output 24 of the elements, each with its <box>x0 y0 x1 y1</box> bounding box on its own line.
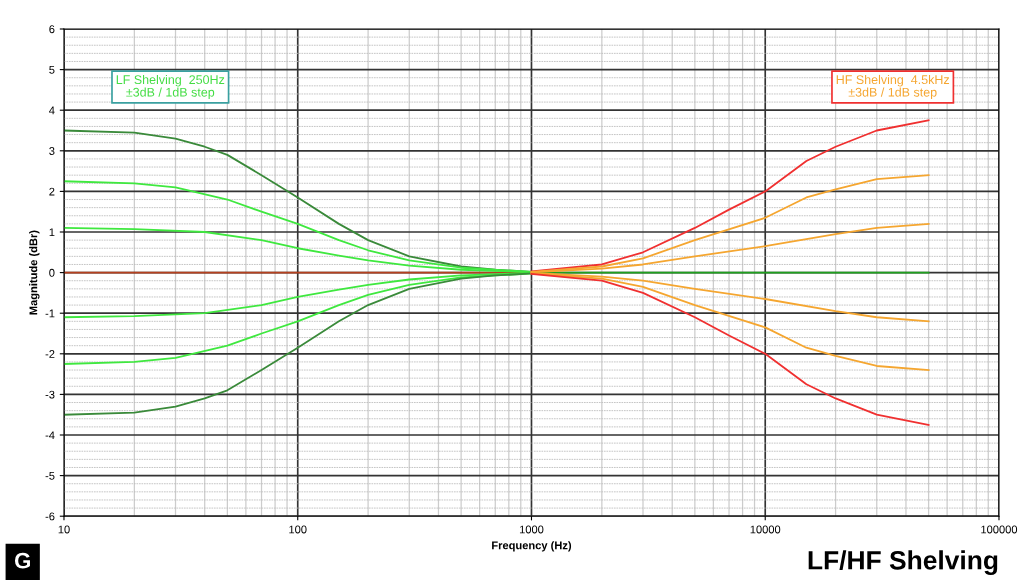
y-tick-label: -6 <box>45 512 55 521</box>
text: LF/HF Shelving <box>808 550 998 575</box>
y-tick-label: -5 <box>45 471 55 480</box>
y-tick-label: 3 <box>49 147 55 155</box>
x-tick-label: 1000 <box>519 525 544 534</box>
y-tick-label: -1 <box>45 309 55 318</box>
text: G <box>14 552 30 569</box>
x-tick-label: 10000 <box>750 525 781 534</box>
annotation: LF Shelving 250Hz ±3dB / 1dB step <box>116 74 225 100</box>
y-tick-label: -2 <box>45 350 55 358</box>
y-tick-label: 5 <box>49 65 55 74</box>
y-tick-label: 4 <box>49 106 55 115</box>
annotation: HF Shelving 4.5kHz ±3dB / 1dB step <box>836 74 950 100</box>
x-tick-label: 100000 <box>981 525 1018 534</box>
y-tick-label: -4 <box>45 431 55 440</box>
y-tick-label: 2 <box>49 187 55 196</box>
y-tick-label: -3 <box>45 390 55 399</box>
y-tick-label: 1 <box>49 228 55 237</box>
y-axis-title: Magnitude (dBr) <box>29 230 40 315</box>
y-tick-label: 6 <box>49 25 55 34</box>
y-tick-label: 0 <box>49 268 55 277</box>
x-tick-label: 10 <box>58 525 70 534</box>
x-tick-label: 100 <box>289 525 307 534</box>
x-axis-title: Frequency (Hz) <box>492 541 572 552</box>
